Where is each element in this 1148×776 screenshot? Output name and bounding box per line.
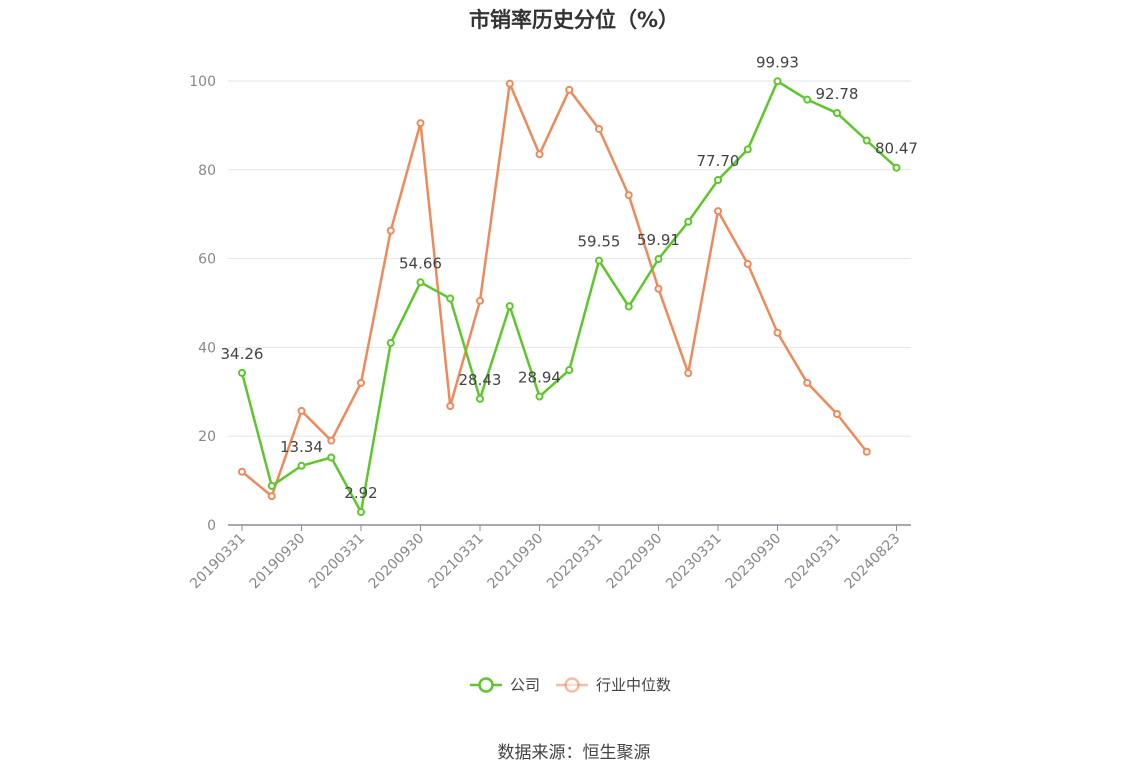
data-point bbox=[595, 124, 603, 133]
data-label: 59.55 bbox=[578, 233, 621, 251]
data-point bbox=[267, 481, 276, 490]
data-point bbox=[654, 284, 663, 293]
data-point bbox=[773, 77, 782, 86]
data-label: 34.26 bbox=[221, 345, 264, 363]
data-point bbox=[416, 119, 425, 128]
data-point bbox=[803, 95, 812, 104]
data-point bbox=[476, 394, 484, 403]
data-point bbox=[327, 436, 336, 445]
y-tick-label: 0 bbox=[207, 518, 216, 534]
data-label: 80.47 bbox=[875, 140, 918, 158]
series-line bbox=[240, 80, 898, 514]
data-point bbox=[505, 79, 514, 88]
data-point bbox=[535, 150, 544, 159]
x-tick-label: 20240331 bbox=[782, 531, 844, 593]
series-line bbox=[241, 82, 868, 498]
data-point bbox=[654, 254, 663, 263]
data-point bbox=[416, 278, 425, 287]
x-tick-label: 20220331 bbox=[544, 531, 606, 593]
data-point bbox=[624, 302, 633, 311]
x-tick-label: 20220930 bbox=[604, 531, 666, 593]
data-point bbox=[595, 256, 603, 265]
x-tick-label: 20230331 bbox=[663, 531, 725, 593]
data-point bbox=[238, 368, 246, 377]
data-labels: 34.26 13.34 2.92 54.66 28.43 28.94 59.55 59.91 7… bbox=[221, 53, 918, 502]
y-tick-label: 100 bbox=[189, 74, 216, 90]
data-point bbox=[357, 508, 365, 517]
data-point bbox=[386, 338, 395, 347]
data-point bbox=[714, 207, 722, 216]
data-label: 2.92 bbox=[344, 484, 377, 502]
data-point bbox=[892, 163, 901, 172]
legend-label: 行业中位数 bbox=[596, 676, 671, 694]
data-point bbox=[833, 109, 841, 118]
data-label: 99.93 bbox=[756, 53, 799, 71]
data-point bbox=[297, 461, 306, 470]
y-tick-label: 60 bbox=[198, 252, 216, 268]
data-point bbox=[386, 226, 395, 235]
y-tick-label: 40 bbox=[198, 340, 216, 356]
chart-title: 市销率历史分位（%） bbox=[468, 8, 680, 32]
data-point bbox=[803, 378, 812, 387]
data-point bbox=[743, 259, 752, 268]
legend-label: 公司 bbox=[510, 676, 540, 694]
x-tick-label: 20200331 bbox=[306, 531, 368, 593]
data-point bbox=[833, 410, 841, 418]
x-tick-label: 20230930 bbox=[723, 531, 785, 593]
x-tick-label: 20190930 bbox=[247, 531, 309, 593]
data-point bbox=[773, 328, 782, 337]
y-tick-label: 80 bbox=[198, 163, 216, 179]
axes: 0 20 40 60 80 100 2019033120190930202003312020… bbox=[187, 74, 911, 592]
data-label: 13.34 bbox=[280, 438, 323, 456]
data-point bbox=[624, 191, 633, 200]
x-tick-label: 20210331 bbox=[425, 531, 487, 593]
data-label: 54.66 bbox=[399, 254, 442, 272]
data-point bbox=[535, 392, 544, 401]
data-label: 28.43 bbox=[459, 371, 502, 389]
data-point bbox=[327, 453, 336, 462]
legend: 公司 行业中位数 bbox=[470, 676, 671, 694]
x-tick-label: 20210930 bbox=[485, 531, 547, 593]
data-label: 92.78 bbox=[816, 85, 859, 103]
data-point bbox=[267, 492, 276, 501]
data-point bbox=[565, 85, 574, 94]
data-point bbox=[684, 369, 693, 378]
data-label: 59.91 bbox=[637, 231, 680, 249]
x-tick-label: 20240823 bbox=[842, 531, 904, 593]
source-note: 数据来源：恒生聚源 bbox=[497, 743, 651, 763]
series-lines bbox=[238, 77, 901, 517]
data-point bbox=[238, 467, 246, 476]
data-point bbox=[862, 447, 871, 456]
y-tick-label: 20 bbox=[198, 429, 216, 445]
data-point bbox=[684, 217, 693, 226]
legend-marker bbox=[478, 677, 494, 693]
data-point bbox=[357, 378, 365, 387]
data-label: 77.70 bbox=[697, 152, 740, 170]
x-tick-label: 20190331 bbox=[187, 531, 249, 593]
grid-lines bbox=[228, 80, 911, 437]
data-point bbox=[505, 302, 514, 311]
data-point bbox=[446, 402, 455, 411]
data-point bbox=[446, 294, 455, 303]
data-label: 28.94 bbox=[518, 369, 561, 387]
data-point bbox=[565, 366, 574, 375]
data-point bbox=[476, 296, 484, 305]
data-point bbox=[714, 176, 722, 185]
data-point bbox=[862, 136, 871, 145]
x-tick-label: 20200930 bbox=[366, 531, 428, 593]
legend-marker bbox=[564, 677, 580, 693]
data-point bbox=[743, 145, 752, 154]
data-point bbox=[297, 406, 306, 415]
